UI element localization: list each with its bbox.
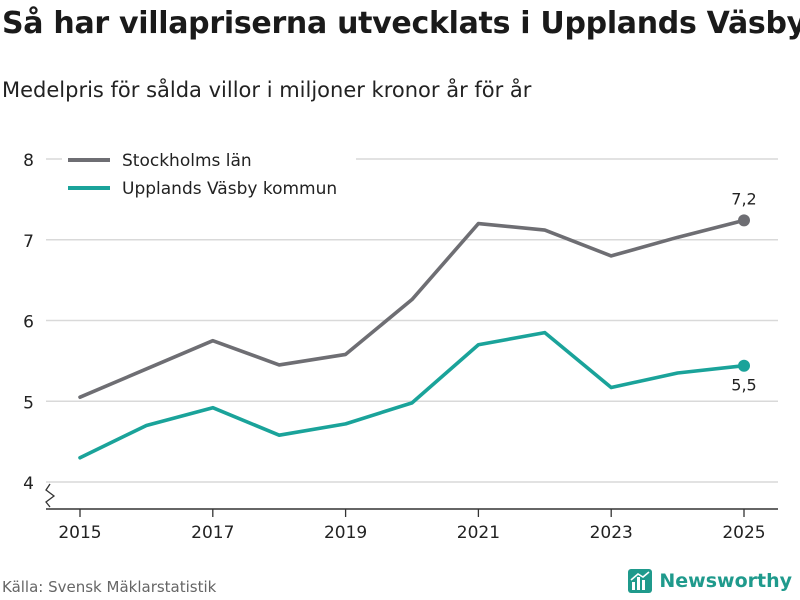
series-end-point-1 xyxy=(738,214,750,227)
legend-background xyxy=(62,144,356,202)
y-tick-label: 4 xyxy=(23,474,34,494)
series-line-2 xyxy=(78,330,746,460)
y-tick-label: 5 xyxy=(23,393,34,413)
x-tick-label: 2025 xyxy=(722,523,765,543)
y-tick-label: 7 xyxy=(23,232,34,252)
data-label: 5,5 xyxy=(731,376,756,395)
brand-name: Newsworthy xyxy=(659,570,792,592)
x-tick-label: 2019 xyxy=(324,523,367,543)
x-tick-label: 2015 xyxy=(58,523,101,543)
series-end-point-2 xyxy=(738,359,750,372)
x-tick-label: 2023 xyxy=(590,523,633,543)
y-tick-label: 8 xyxy=(23,151,34,171)
newsworthy-logo-icon xyxy=(628,569,653,593)
data-label: 7,2 xyxy=(731,189,756,208)
brand-logo: Newsworthy xyxy=(627,568,792,594)
legend-label: Stockholms län xyxy=(122,151,252,171)
series-line-1 xyxy=(78,218,746,400)
source-note: Källa: Svensk Mäklarstatistik xyxy=(2,578,217,596)
y-tick-label: 6 xyxy=(23,313,34,333)
x-tick-label: 2017 xyxy=(191,523,234,543)
chart-title: Så har villapriserna utvecklats i Upplan… xyxy=(2,6,800,41)
chart-subtitle: Medelpris för sålda villor i miljoner kr… xyxy=(2,78,532,102)
axis-break-icon xyxy=(45,483,56,508)
legend-label: Upplands Väsby kommun xyxy=(122,179,337,199)
x-tick-label: 2021 xyxy=(457,523,500,543)
